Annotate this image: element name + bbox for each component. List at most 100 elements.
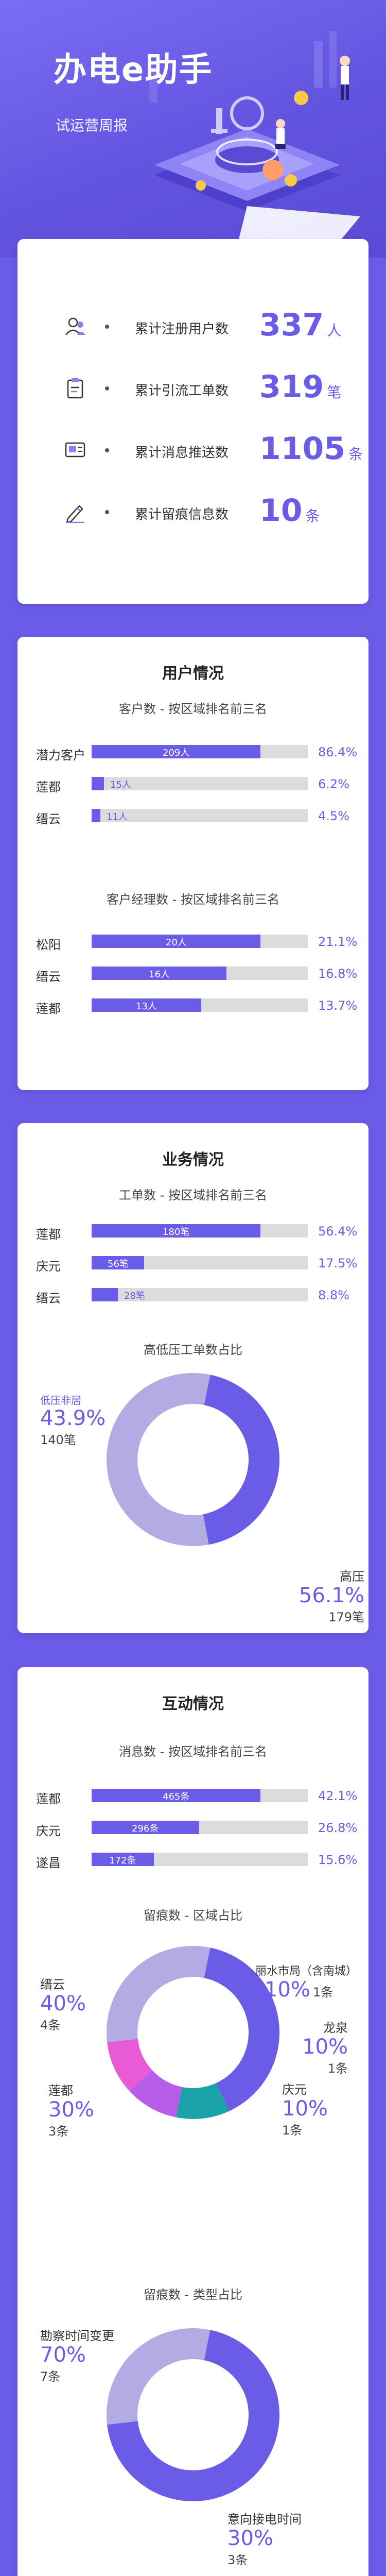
hero-illustration	[149, 31, 360, 247]
bar-fill	[92, 935, 260, 948]
summary-card: 累计注册用户数 337 人 累计引流工单数 319 笔 累计消息推送数 1105 条	[17, 239, 369, 604]
bar-row: 缙云 11人 4.5%	[17, 805, 369, 826]
bar-track: 16人	[92, 967, 308, 980]
app-title: 办电e助手	[54, 51, 213, 89]
slice-label-liandu: 莲都 30% 3条	[48, 2083, 94, 2139]
bar-label: 缙云	[36, 970, 61, 984]
messages-bar-chart: 莲都 465条 42.1% 庆元 296条 26.8% 遂昌 172条 15.6…	[17, 1667, 369, 2576]
slice-label-jinyun: 缙云 40% 4条	[40, 1977, 86, 2032]
stat-value: 10 条	[259, 493, 320, 529]
bar-value-label: 13人	[136, 1001, 157, 1012]
bar-label: 庆元	[36, 1259, 61, 1274]
users-card: 用户情况 客户数 - 按区域排名前三名 潜力客户 209人 86.4% 莲都 1…	[17, 637, 369, 1090]
stat-messages-pushed: 累计消息推送数 1105 条	[17, 430, 369, 471]
stat-value: 319 笔	[259, 369, 342, 405]
bar-label: 莲都	[36, 1792, 61, 1806]
customers-bar-chart: 潜力客户 209人 86.4% 莲都 15人 6.2% 缙云 11人 4.5%	[17, 637, 369, 1090]
bar-fill	[92, 1821, 199, 1834]
bullet-dot	[105, 510, 109, 514]
section-title: 业务情况	[162, 1151, 224, 1169]
bar-percent: 6.2%	[318, 777, 349, 791]
slice-label-qingyuan: 庆元 10% 1条	[282, 2082, 328, 2138]
bar-track: 209人	[92, 745, 308, 758]
business-card: 业务情况 工单数 - 按区域排名前三名 莲都 180笔 56.4% 庆元 56笔…	[17, 1123, 369, 1633]
trace-type-donut	[107, 2328, 280, 2501]
bar-fill	[92, 1224, 260, 1238]
bar-row: 莲都 13人 13.7%	[17, 994, 369, 1016]
clipboard-icon	[67, 378, 83, 399]
user-group-icon	[65, 317, 85, 335]
bar-percent: 13.7%	[318, 998, 358, 1013]
bar-fill	[92, 1853, 154, 1866]
bar-label: 莲都	[36, 1002, 61, 1016]
trace-region-donut	[107, 1946, 279, 2119]
stat-label: 累计消息推送数	[135, 445, 229, 461]
stat-referral-orders: 累计引流工单数 319 笔	[17, 368, 369, 409]
bar-value-label: 465条	[163, 1791, 190, 1802]
bar-track: 28笔	[92, 1288, 308, 1301]
bar-track: 20人	[92, 935, 308, 948]
chart-subtitle: 留痕数 - 区域占比	[144, 1908, 242, 1923]
bar-track: 13人	[92, 998, 308, 1012]
bar-fill	[92, 777, 104, 790]
bar-row: 缙云 16人 16.8%	[17, 962, 369, 984]
slice-label-lishui: 丽水市局（含南城） 10% 1条	[255, 1965, 358, 2002]
bar-track: 180笔	[92, 1224, 308, 1238]
bar-value-label: 28笔	[124, 1291, 145, 1301]
donut-slice-4	[107, 1946, 210, 2043]
bar-row: 遂昌 172条 15.6%	[17, 1849, 369, 1870]
bar-fill	[92, 1288, 118, 1301]
bar-fill	[92, 1789, 260, 1802]
donut-slice-0	[203, 1375, 279, 1545]
bar-percent: 16.8%	[318, 967, 358, 981]
message-icon	[65, 442, 85, 457]
section-title: 互动情况	[162, 1695, 224, 1713]
bar-value-label: 11人	[107, 811, 128, 822]
bar-fill	[92, 998, 201, 1012]
slice-label-high-voltage: 高压 56.1% 179笔	[299, 1569, 364, 1624]
bar-percent: 86.4%	[318, 745, 358, 759]
managers-bar-chart: 松阳 20人 21.1% 缙云 16人 16.8% 莲都 13人 13.7%	[17, 637, 369, 1090]
bar-label: 庆元	[36, 1824, 61, 1838]
bar-label: 缙云	[36, 1291, 61, 1306]
bar-label: 莲都	[36, 1227, 61, 1242]
donut-slice-3	[107, 2039, 152, 2091]
bar-fill	[92, 809, 100, 822]
bar-row: 莲都 15人 6.2%	[17, 773, 369, 794]
donut-slice-0	[204, 1947, 279, 2111]
bullet-dot	[105, 448, 109, 452]
bar-percent: 21.1%	[318, 935, 358, 949]
stat-label: 累计注册用户数	[135, 321, 229, 337]
chart-subtitle: 客户数 - 按区域排名前三名	[119, 702, 267, 716]
bar-track: 296条	[92, 1821, 308, 1834]
bar-fill	[92, 745, 260, 758]
stat-label: 累计引流工单数	[135, 383, 229, 399]
slice-label-survey-change: 勘察时间变更 70% 7条	[40, 2329, 114, 2384]
bar-label: 莲都	[36, 780, 61, 794]
bullet-dot	[105, 386, 109, 391]
bar-row: 潜力客户 209人 86.4%	[17, 741, 369, 762]
voltage-donut	[106, 1373, 279, 1546]
bar-row: 庆元 56笔 17.5%	[17, 1252, 369, 1274]
slice-label-intended-time: 意向接电时间 30% 3条	[227, 2512, 302, 2567]
donut-slice-1	[107, 2328, 210, 2425]
bar-fill	[92, 967, 226, 980]
bar-value-label: 16人	[149, 969, 170, 980]
chart-subtitle: 留痕数 - 类型占比	[144, 2287, 242, 2302]
bar-track: 465条	[92, 1789, 308, 1802]
stat-label: 累计留痕信息数	[135, 507, 229, 522]
slice-label-longquan: 龙泉 10% 1条	[302, 2021, 348, 2076]
section-title: 用户情况	[162, 665, 224, 683]
orders-bar-chart: 莲都 180笔 56.4% 庆元 56笔 17.5% 缙云 28笔 8.8%	[17, 1123, 369, 1633]
bar-value-label: 172条	[109, 1855, 136, 1866]
bar-value-label: 20人	[166, 937, 187, 948]
bar-row: 莲都 180笔 56.4%	[17, 1220, 369, 1242]
bar-track: 172条	[92, 1853, 308, 1866]
bar-track: 15人	[92, 777, 308, 790]
bar-row: 莲都 465条 42.1%	[17, 1785, 369, 1806]
chart-subtitle: 高低压工单数占比	[144, 1343, 242, 1357]
bar-label: 松阳	[36, 938, 61, 952]
chart-subtitle: 消息数 - 按区域排名前三名	[119, 1744, 267, 1759]
donut-slice-0	[107, 2330, 280, 2501]
stat-value: 337 人	[259, 307, 342, 343]
